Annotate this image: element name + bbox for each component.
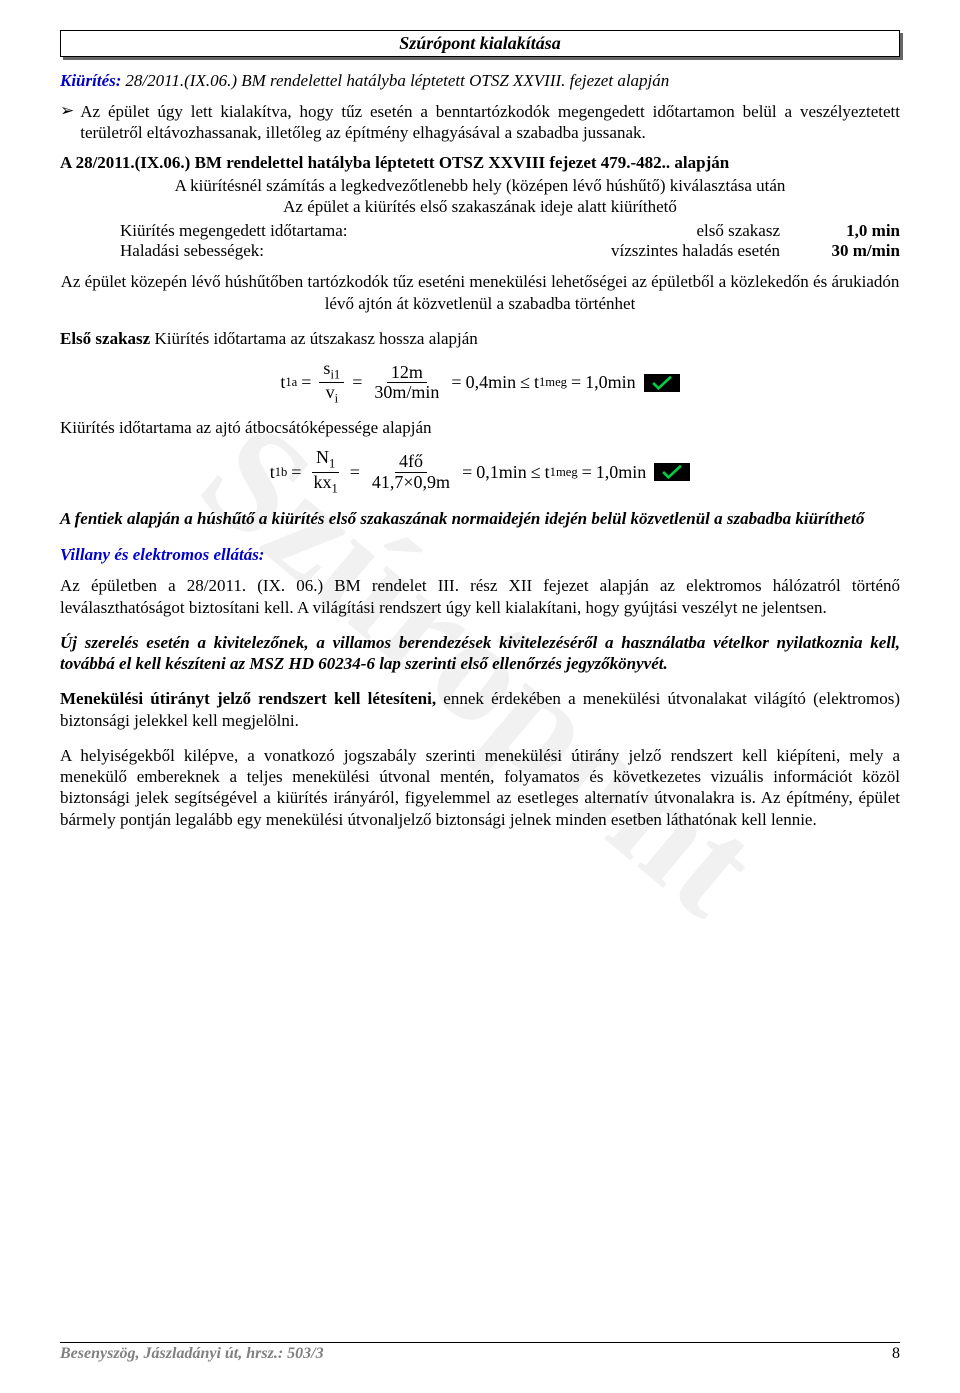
f1-den1-s: i	[335, 392, 339, 406]
escape-paragraph: Az épület közepén lévő húshűtőben tartóz…	[60, 271, 900, 314]
footer-left: Besenyszög, Jászladányi út, hrsz.: 503/3	[60, 1345, 324, 1363]
decree-paragraph: A 28/2011.(IX.06.) BM rendelettel hatály…	[60, 152, 900, 173]
row2-val: 30 m/min	[810, 241, 900, 261]
row2-mid: vízszintes haladás esetén	[503, 241, 810, 261]
f2-lhs-sub: 1b	[275, 465, 288, 480]
f1-limit: 1,0min	[585, 372, 636, 393]
equals-sign: =	[571, 372, 581, 393]
row1-val: 1,0 min	[810, 221, 900, 241]
f2-limit: 1,0min	[596, 462, 647, 483]
conclusion: A fentiek alapján a húshűtő a kiürítés e…	[60, 508, 900, 529]
f2-num2: 4fő	[395, 452, 427, 473]
first-section-label: Első szakasz	[60, 329, 150, 348]
equals-sign: =	[582, 462, 592, 483]
table-row: Kiürítés megengedett időtartama: első sz…	[60, 221, 900, 241]
villany-p1: Az épületben a 28/2011. (IX. 06.) BM ren…	[60, 575, 900, 618]
f1-result: 0,4min	[466, 372, 517, 393]
f2-num1-v: N	[316, 447, 329, 467]
footer-page-number: 8	[892, 1345, 900, 1363]
kiurites-rest: 28/2011.(IX.06.) BM rendelettel hatályba…	[125, 71, 669, 90]
mid-line: Kiürítés időtartama az ajtó átbocsátókép…	[60, 417, 900, 438]
row1-label: Kiürítés megengedett időtartama:	[60, 221, 503, 241]
menek-bold: Menekülési útirányt jelző rendszert kell…	[60, 689, 436, 708]
formula-1: t1a = si1 vi = 12m 30m/min = 0,4min ≤ t1…	[60, 359, 900, 407]
formula-2: t1b = N1 kx1 = 4fő 41,7×0,9m = 0,1min ≤ …	[60, 448, 900, 496]
equals-sign: =	[462, 462, 472, 483]
f1-num1-s: i1	[330, 368, 340, 382]
page-title: Szúrópont kialakítása	[399, 33, 561, 53]
f2-den1-s: 1	[331, 481, 337, 495]
f2-result: 0,1min	[476, 462, 527, 483]
first-section-rest: Kiürítés időtartama az útszakasz hossza …	[154, 329, 477, 348]
f1-frac2: 12m 30m/min	[370, 363, 443, 404]
params-table: Kiürítés megengedett időtartama: első sz…	[60, 221, 900, 261]
page-footer: Besenyszög, Jászladányi út, hrsz.: 503/3…	[60, 1342, 900, 1363]
f1-cmp-s: 1meg	[539, 375, 567, 390]
check-icon	[644, 374, 680, 392]
f1-frac1: si1 vi	[319, 359, 344, 407]
f2-cmp-s: 1meg	[550, 465, 578, 480]
calc-line-1: A kiürítésnél számítás a legkedvezőtlene…	[60, 175, 900, 196]
row2-label: Haladási sebességek:	[60, 241, 503, 261]
villany-heading: Villany és elektromos ellátás:	[60, 545, 900, 565]
last-paragraph: A helyiségekből kilépve, a vonatkozó jog…	[60, 745, 900, 830]
le-sign: ≤	[531, 462, 541, 483]
page-title-box: Szúrópont kialakítása	[60, 30, 900, 57]
kiurites-label: Kiürítés:	[60, 71, 121, 90]
f2-den1-v: kx	[313, 472, 331, 492]
villany-p2: Új szerelés esetén a kivitelezőnek, a vi…	[60, 632, 900, 675]
le-sign: ≤	[520, 372, 530, 393]
row1-mid: első szakasz	[503, 221, 810, 241]
check-icon	[654, 463, 690, 481]
equals-sign: =	[291, 462, 301, 483]
equals-sign: =	[352, 372, 362, 393]
bullet-arrow-icon: ➢	[60, 101, 74, 144]
f2-frac2: 4fő 41,7×0,9m	[368, 452, 454, 493]
equals-sign: =	[350, 462, 360, 483]
f2-frac1: N1 kx1	[309, 448, 341, 496]
f2-num1-s: 1	[329, 457, 335, 471]
equals-sign: =	[451, 372, 461, 393]
f1-num2: 12m	[387, 363, 427, 384]
equals-sign: =	[301, 372, 311, 393]
bullet-item: ➢ Az épület úgy lett kialakítva, hogy tű…	[60, 101, 900, 144]
table-row: Haladási sebességek: vízszintes haladás …	[60, 241, 900, 261]
calc-line-2: Az épület a kiürítés első szakaszának id…	[60, 196, 900, 217]
f1-lhs-sub: 1a	[285, 375, 297, 390]
f2-den2: 41,7×0,9m	[368, 473, 454, 493]
f1-den2: 30m/min	[370, 383, 443, 403]
f1-den1-v: v	[326, 382, 335, 402]
bullet-text: Az épület úgy lett kialakítva, hogy tűz …	[80, 101, 900, 144]
